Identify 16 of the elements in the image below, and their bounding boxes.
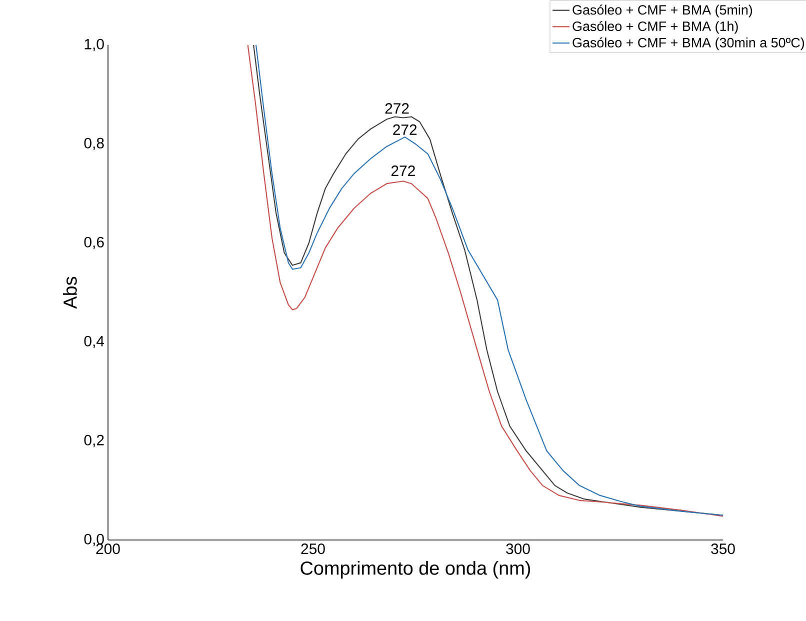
annotation: 272 — [385, 103, 409, 114]
legend-label: Gasóleo + CMF + BMA (30min a 50ºC) — [572, 37, 804, 50]
y-tick-label: 0,6 — [84, 236, 104, 250]
x-tick-label: 350 — [711, 544, 735, 554]
x-tick-label: 300 — [506, 544, 530, 554]
x-tick-label: 250 — [301, 544, 325, 554]
y-tick-label: 0,4 — [84, 336, 104, 348]
y-tick-label: 1,0 — [84, 38, 104, 52]
y-axis-title: Abs — [62, 276, 77, 309]
legend-label: Gasóleo + CMF + BMA (5min) — [572, 4, 752, 18]
x-axis-title: Comprimento de onda (nm) — [300, 560, 530, 579]
y-tick-label: 0,8 — [84, 138, 104, 150]
legend-label: Gasóleo + CMF + BMA (1h) — [572, 21, 738, 34]
y-tick-label: 0,2 — [84, 434, 104, 448]
annotation: 272 — [391, 166, 415, 176]
annotation: 272 — [393, 124, 417, 135]
